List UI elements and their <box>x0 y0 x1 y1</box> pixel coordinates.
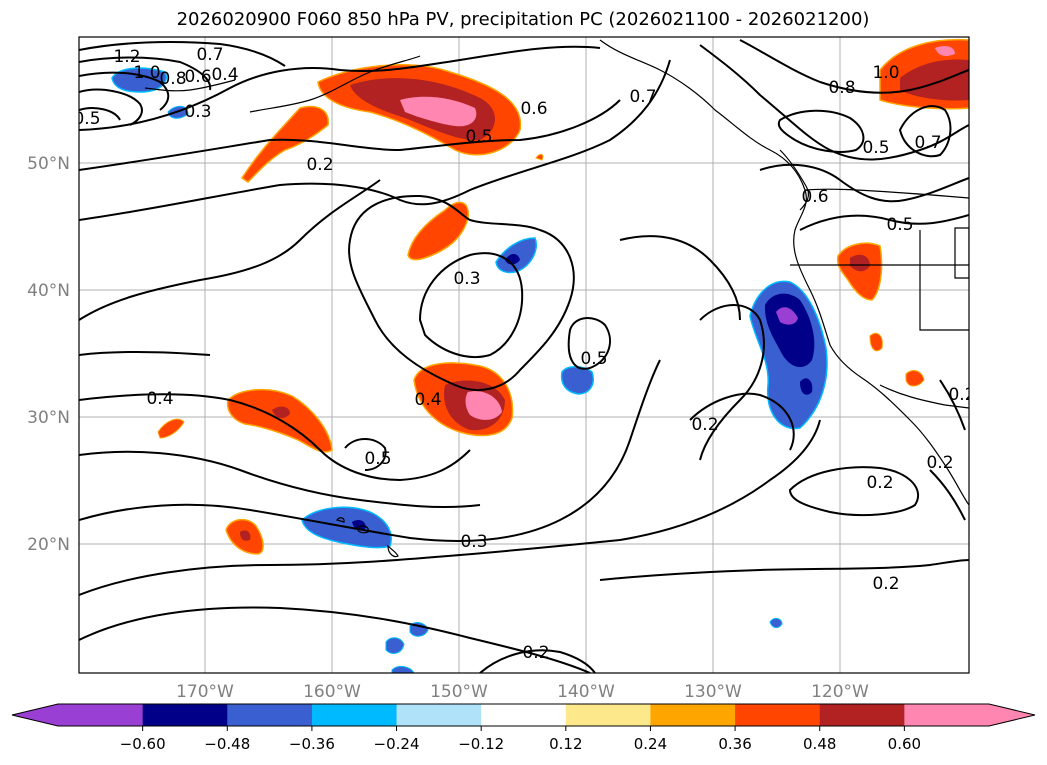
map-border <box>78 36 970 674</box>
contour-label: 1.0 <box>872 63 899 83</box>
lat-label: 20°N <box>27 535 70 555</box>
colorbar: −0.60 −0.48 −0.36 −0.24 −0.12 0.12 0.24 0.36 0.4… <box>11 703 1036 753</box>
contour-label: 0.6 <box>184 67 211 87</box>
colorbar-segment <box>650 704 736 726</box>
colorbar-extend-over <box>989 704 1035 726</box>
colorbar-tick-label: 0.24 <box>634 735 667 753</box>
colorbar-segment <box>819 704 905 726</box>
contour-label: 0.5 <box>886 215 913 235</box>
colorbar-segment <box>565 704 651 726</box>
contour-label: 0.6 <box>520 99 547 119</box>
contour-label: 0.5 <box>364 449 391 469</box>
contour-labels: 1.2 1.0 0.8 0.7 0.6 0.4 0.3 0.5 0.2 0.6 … <box>73 45 975 663</box>
contour-label: 0.2 <box>306 155 333 175</box>
colorbar-tick-label: −0.24 <box>374 735 420 753</box>
colorbar-tick-label: −0.12 <box>458 735 504 753</box>
contour-label: 0.2 <box>872 574 899 594</box>
colorbar-segment <box>311 704 398 726</box>
colorbar-segment <box>142 704 228 726</box>
lon-label: 140°W <box>557 682 615 702</box>
lon-label: 170°W <box>176 682 234 702</box>
contour-label: 0.3 <box>460 532 487 552</box>
colorbar-tick-label: −0.48 <box>204 735 250 753</box>
contour-label: 1.0 <box>133 63 160 83</box>
map-panel <box>79 37 969 673</box>
lat-label: 30°N <box>27 408 70 428</box>
latitude-labels: 50°N 40°N 30°N 20°N <box>27 154 70 555</box>
colorbar-segment <box>396 704 482 726</box>
contour-label: 0.2 <box>522 643 549 663</box>
contour-label: 0.7 <box>196 45 223 65</box>
contour-label: 0.6 <box>801 187 828 207</box>
contour-label: 0.5 <box>465 127 492 147</box>
colorbar-tick-label: 0.48 <box>803 735 836 753</box>
lat-label: 50°N <box>27 154 70 174</box>
colorbar-segment <box>58 704 144 726</box>
colorbar-extend-under <box>12 704 58 726</box>
colorbar-tick-label: 0.60 <box>888 735 921 753</box>
contour-label: 0.5 <box>580 349 607 369</box>
colorbar-tick-label: −0.60 <box>120 735 166 753</box>
contour-label: 0.2 <box>926 453 953 473</box>
colorbar-tick-label: −0.36 <box>289 735 335 753</box>
contour-label: 0.2 <box>948 385 975 405</box>
contour-label: 0.5 <box>73 109 100 129</box>
figure-title: 2026020900 F060 850 hPa PV, precipitatio… <box>177 9 870 30</box>
contour-label: 0.4 <box>146 389 173 409</box>
contour-label: 0.8 <box>828 78 855 98</box>
longitude-labels: 170°W 160°W 150°W 140°W 130°W 120°W <box>176 682 869 702</box>
colorbar-segment <box>904 704 990 726</box>
pv-contours <box>79 39 969 673</box>
lon-label: 160°W <box>303 682 361 702</box>
lon-label: 120°W <box>811 682 869 702</box>
precip-shading <box>111 38 969 673</box>
contour-label: 0.2 <box>866 473 893 493</box>
coastlines <box>144 39 969 558</box>
colorbar-segment <box>481 704 567 726</box>
contour-label: 0.7 <box>914 133 941 153</box>
contour-label: 0.3 <box>453 269 480 289</box>
contour-label: 0.5 <box>862 138 889 158</box>
colorbar-segment <box>227 704 313 726</box>
lon-label: 130°W <box>684 682 742 702</box>
lat-label: 40°N <box>27 281 70 301</box>
contour-label: 0.2 <box>691 415 718 435</box>
lon-label: 150°W <box>430 682 488 702</box>
contour-label: 0.4 <box>211 65 238 85</box>
contour-label: 1.2 <box>113 47 140 67</box>
colorbar-tick-label: 0.12 <box>549 735 582 753</box>
contour-label: 0.8 <box>159 69 186 89</box>
colorbar-segment <box>735 704 821 726</box>
contour-label: 0.7 <box>629 87 656 107</box>
colorbar-tick-label: 0.36 <box>718 735 751 753</box>
contour-label: 0.3 <box>184 102 211 122</box>
contour-label: 0.4 <box>414 390 441 410</box>
